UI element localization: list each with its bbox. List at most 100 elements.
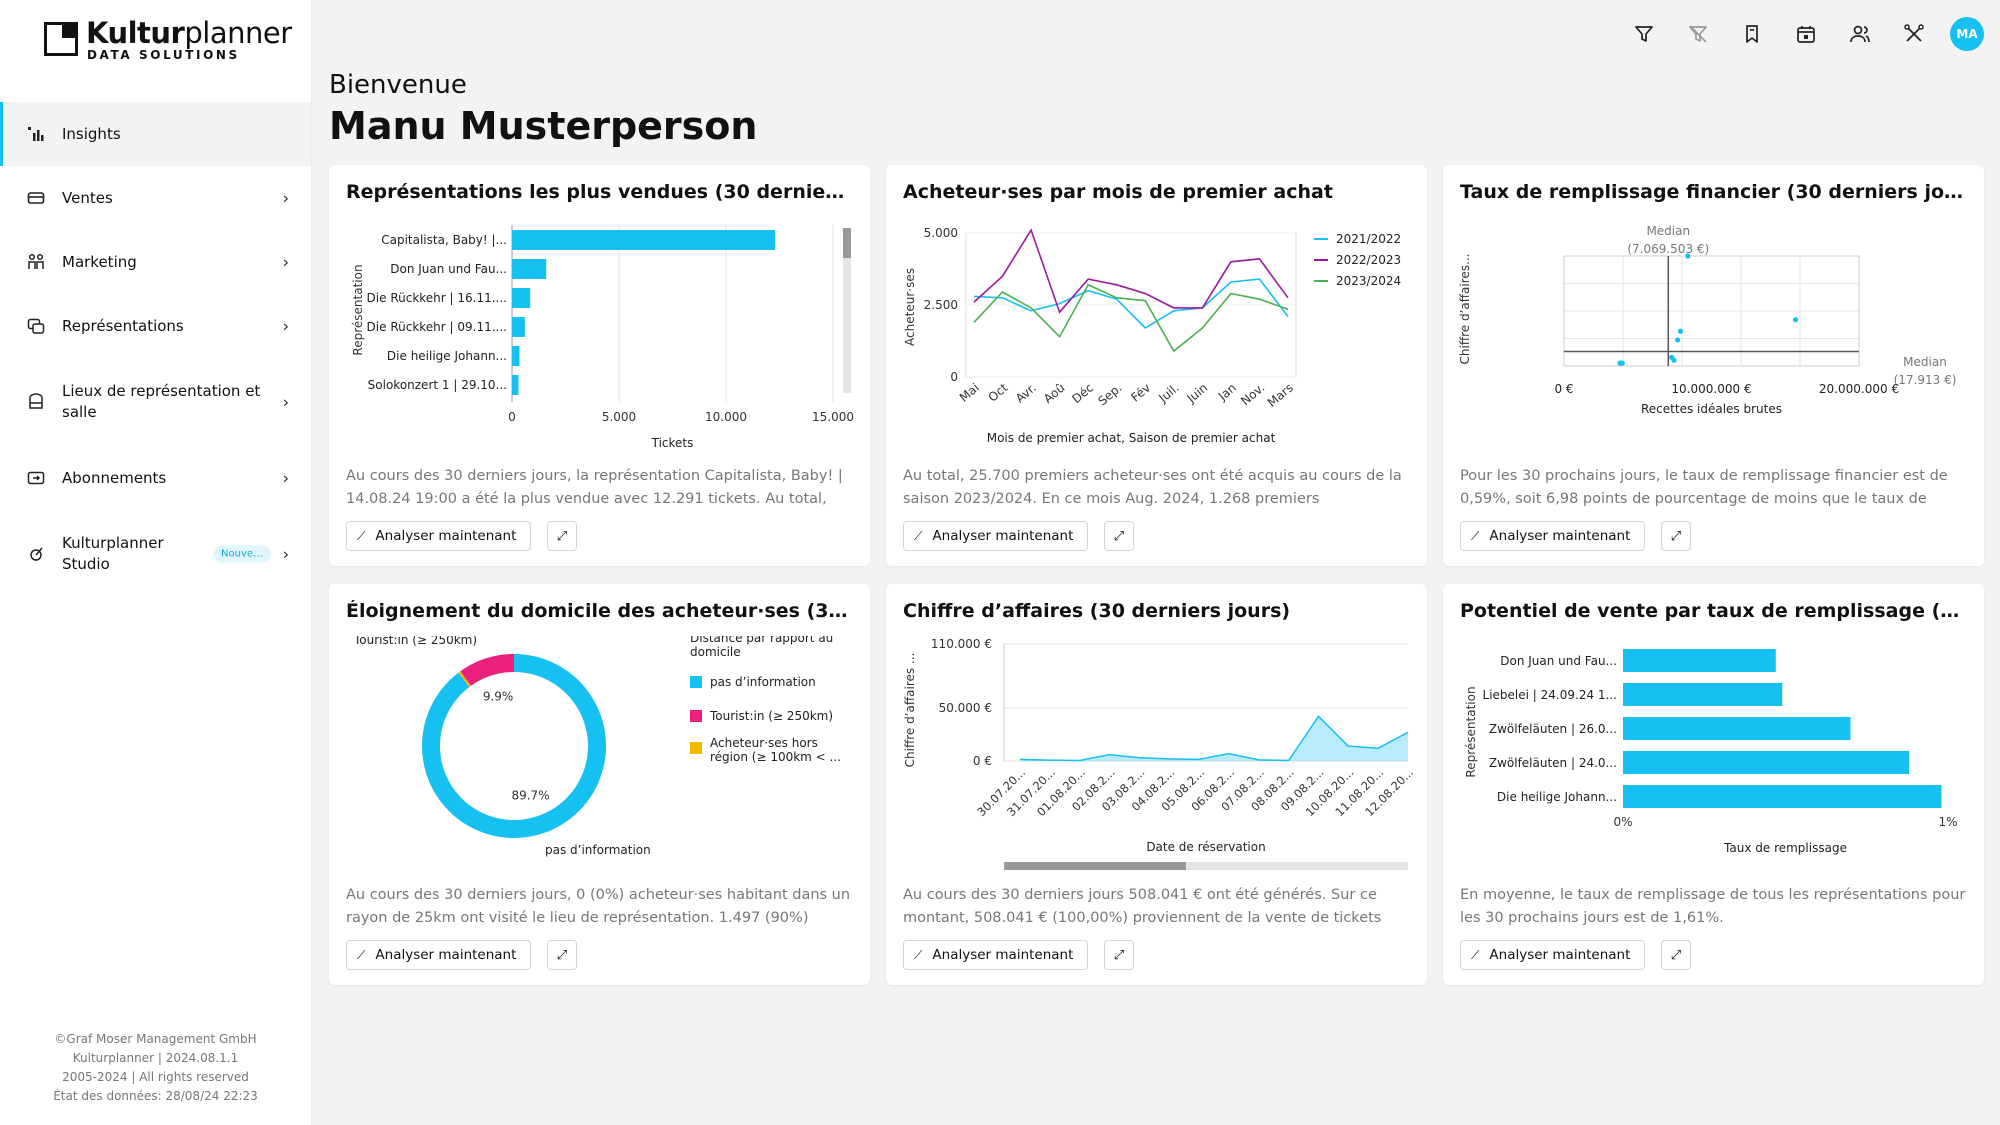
legend-swatch — [690, 710, 702, 722]
expand-icon[interactable]: ⤢ — [547, 940, 577, 970]
bookmark-icon[interactable] — [1734, 16, 1770, 52]
new-badge: Nouve… — [212, 545, 271, 563]
scroll-track[interactable] — [843, 228, 851, 393]
sidebar-item-studio[interactable]: Kulturplanner Studio Nouve… › — [0, 510, 311, 598]
y-tick-label: Die Rückkehr | 09.11.... — [367, 320, 507, 334]
trend-icon: ⟋ — [914, 947, 923, 962]
y-tick-label: Solokonzert 1 | 29.10... — [368, 378, 507, 392]
card-title: Potentiel de vente par taux de remplissa… — [1460, 600, 1967, 622]
x-tick-label: Avr. — [1013, 381, 1039, 406]
chart-revenue[interactable]: 0 €50.000 €110.000 €30.07.20...31.07.20.… — [886, 636, 1427, 886]
trend-icon: ⟋ — [1471, 528, 1480, 543]
filter-icon[interactable] — [1626, 16, 1662, 52]
expand-icon[interactable]: ⤢ — [1661, 521, 1691, 551]
series-line — [973, 228, 1289, 314]
bar — [512, 375, 519, 395]
tools-icon[interactable] — [1896, 16, 1932, 52]
venue-icon — [26, 392, 46, 412]
chart-top-representations[interactable]: 0 5.000 10.000 15.000 Capitalista, Baby! |..… — [329, 217, 870, 467]
sidebar-item-abonnements[interactable]: Abonnements › — [0, 446, 311, 510]
legend-label: 2023/2024 — [1336, 274, 1401, 288]
legend-title: domicile — [690, 645, 741, 659]
sidebar-item-label: Marketing — [62, 252, 137, 271]
analyze-button[interactable]: ⟋ Analyser maintenant — [903, 521, 1089, 551]
scroll-thumb[interactable] — [1004, 862, 1186, 870]
pie-slice — [421, 654, 606, 838]
bar — [512, 317, 525, 337]
expand-icon[interactable]: ⤢ — [1104, 521, 1134, 551]
y-tick-label: 5.000 — [924, 226, 958, 240]
calendar-icon[interactable] — [1788, 16, 1824, 52]
trend-icon: ⟋ — [357, 528, 366, 543]
sidebar-item-representations[interactable]: Représentations › — [0, 294, 311, 358]
card-title: Représentations les plus vendues (30 der… — [346, 181, 853, 203]
y-tick-label: Zwölfeläuten | 24.0... — [1489, 756, 1617, 770]
series-line — [973, 278, 1289, 330]
scroll-track[interactable] — [1004, 862, 1408, 870]
y-axis-label: Représentation — [1464, 686, 1478, 777]
card-description: En moyenne, le taux de remplissage de to… — [1460, 887, 1966, 926]
series-line — [973, 283, 1289, 353]
legend-label: Acheteur·ses hors — [710, 736, 818, 750]
chart-sales-potential[interactable]: Don Juan und Fau... Liebelei | 24.09.24 1… — [1443, 636, 1984, 886]
x-axis-label: Date de réservation — [1146, 840, 1265, 854]
avatar[interactable]: MA — [1950, 17, 1984, 51]
sidebar: Kulturplanner DATA SOLUTIONS Insights Ve… — [0, 0, 312, 1125]
subscription-icon — [26, 468, 46, 488]
legend-swatch — [690, 676, 702, 688]
sidebar-item-label: Kulturplanner Studio — [62, 534, 164, 573]
analyze-label: Analyser maintenant — [1489, 947, 1631, 963]
footer-line: 2005-2024 | All rights reserved — [62, 1070, 249, 1084]
chart-distance-home[interactable]: 89.7% 9.9% Tourist:in (≥ 250km) pas d’infor… — [329, 636, 870, 886]
studio-icon — [26, 544, 46, 564]
users-icon[interactable] — [1842, 16, 1878, 52]
y-tick-label: Don Juan und Fau... — [390, 262, 507, 276]
x-tick-label: Juin — [1184, 381, 1211, 407]
y-axis-label: Chiffre d’affaires... — [1458, 254, 1472, 365]
card-description: Pour les 30 prochains jours, le taux de … — [1460, 468, 1948, 507]
kulturplanner-logo[interactable]: Kulturplanner DATA SOLUTIONS — [44, 16, 292, 64]
card-sales-potential: Potentiel de vente par taux de remplissa… — [1443, 584, 1984, 985]
x-tick-label: 1% — [1938, 815, 1957, 829]
x-tick-label: Juil. — [1155, 381, 1181, 406]
trend-icon: ⟋ — [1471, 947, 1480, 962]
analyze-label: Analyser maintenant — [375, 947, 517, 963]
legend-label: pas d’information — [710, 675, 816, 689]
sidebar-item-ventes[interactable]: Ventes › — [0, 166, 311, 230]
y-axis-label: Chiffre d’affaires ... — [903, 653, 917, 768]
data-point — [1792, 317, 1799, 323]
logo-mark-icon — [44, 22, 78, 56]
expand-icon[interactable]: ⤢ — [1104, 940, 1134, 970]
x-tick-label: 20.000.000 € — [1819, 382, 1899, 396]
chart-financial-fill-rate[interactable]: Median (7.069.503 €) Median (17.913 €) 0 € 10… — [1443, 217, 1984, 467]
sidebar-item-insights[interactable]: Insights — [0, 102, 311, 166]
slice-label: 89.7% — [511, 788, 549, 802]
filter-off-icon[interactable] — [1680, 16, 1716, 52]
x-tick-label: Aoû — [1041, 381, 1068, 406]
chevron-right-icon: › — [282, 544, 289, 564]
scroll-thumb[interactable] — [843, 228, 851, 258]
footer-line: Kulturplanner | 2024.08.1.1 — [72, 1051, 239, 1065]
bar — [1623, 785, 1942, 808]
y-tick-label: Die Rückkehr | 16.11.... — [367, 291, 507, 305]
analyze-button[interactable]: ⟋ Analyser maintenant — [1460, 521, 1646, 551]
y-tick-label: Liebelei | 24.09.24 1... — [1483, 688, 1617, 702]
card-revenue: Chiffre d’affaires (30 derniers jours) 0… — [886, 584, 1427, 985]
legend-label: Tourist:in (≥ 250km) — [709, 709, 833, 723]
expand-icon[interactable]: ⤢ — [547, 521, 577, 551]
x-tick-label: 10.000 — [705, 410, 747, 424]
y-tick-label: Don Juan und Fau... — [1500, 654, 1617, 668]
analyze-button[interactable]: ⟋ Analyser maintenant — [903, 940, 1089, 970]
x-tick-label: 15.000 — [812, 410, 854, 424]
expand-icon[interactable]: ⤢ — [1661, 940, 1691, 970]
sidebar-item-lieux[interactable]: Lieux de représentation et salle › — [0, 358, 311, 446]
legend-swatch — [690, 742, 702, 754]
analyze-button[interactable]: ⟋ Analyser maintenant — [1460, 940, 1646, 970]
card-financial-fill-rate: Taux de remplissage financier (30 dernie… — [1443, 165, 1984, 566]
sidebar-item-marketing[interactable]: Marketing › — [0, 230, 311, 294]
analyze-button[interactable]: ⟋ Analyser maintenant — [346, 940, 532, 970]
analyze-label: Analyser maintenant — [375, 528, 517, 544]
analyze-button[interactable]: ⟋ Analyser maintenant — [346, 521, 532, 551]
data-point — [1619, 360, 1625, 366]
